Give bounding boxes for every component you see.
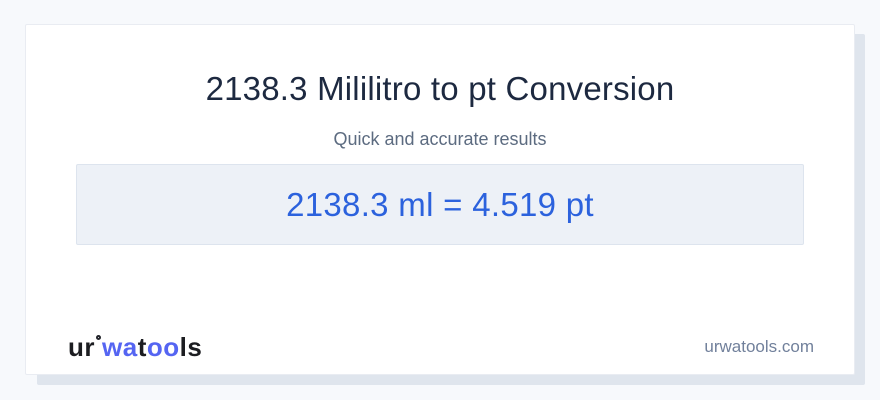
conversion-card: 2138.3 Mililitro to pt Conversion Quick … bbox=[25, 24, 855, 375]
urwatools-logo[interactable]: ur watools bbox=[68, 334, 202, 360]
logo-segment-oo: oo bbox=[146, 332, 180, 362]
logo-segment-ur: ur bbox=[68, 332, 95, 362]
logo-segment-ls: ls bbox=[179, 332, 203, 362]
website-link[interactable]: urwatools.com bbox=[704, 337, 814, 356]
page-title: 2138.3 Mililitro to pt Conversion bbox=[205, 70, 675, 107]
page-subtitle: Quick and accurate results bbox=[333, 128, 547, 149]
logo-segment-wa: wa bbox=[102, 332, 138, 362]
conversion-result-text: 2138.3 ml = 4.519 pt bbox=[286, 185, 594, 223]
card-footer: ur watools urwatools.com bbox=[68, 334, 814, 360]
logo-segment-t: t bbox=[137, 332, 147, 362]
logo-ring-icon bbox=[96, 335, 101, 340]
conversion-result-box: 2138.3 ml = 4.519 pt bbox=[76, 164, 804, 246]
